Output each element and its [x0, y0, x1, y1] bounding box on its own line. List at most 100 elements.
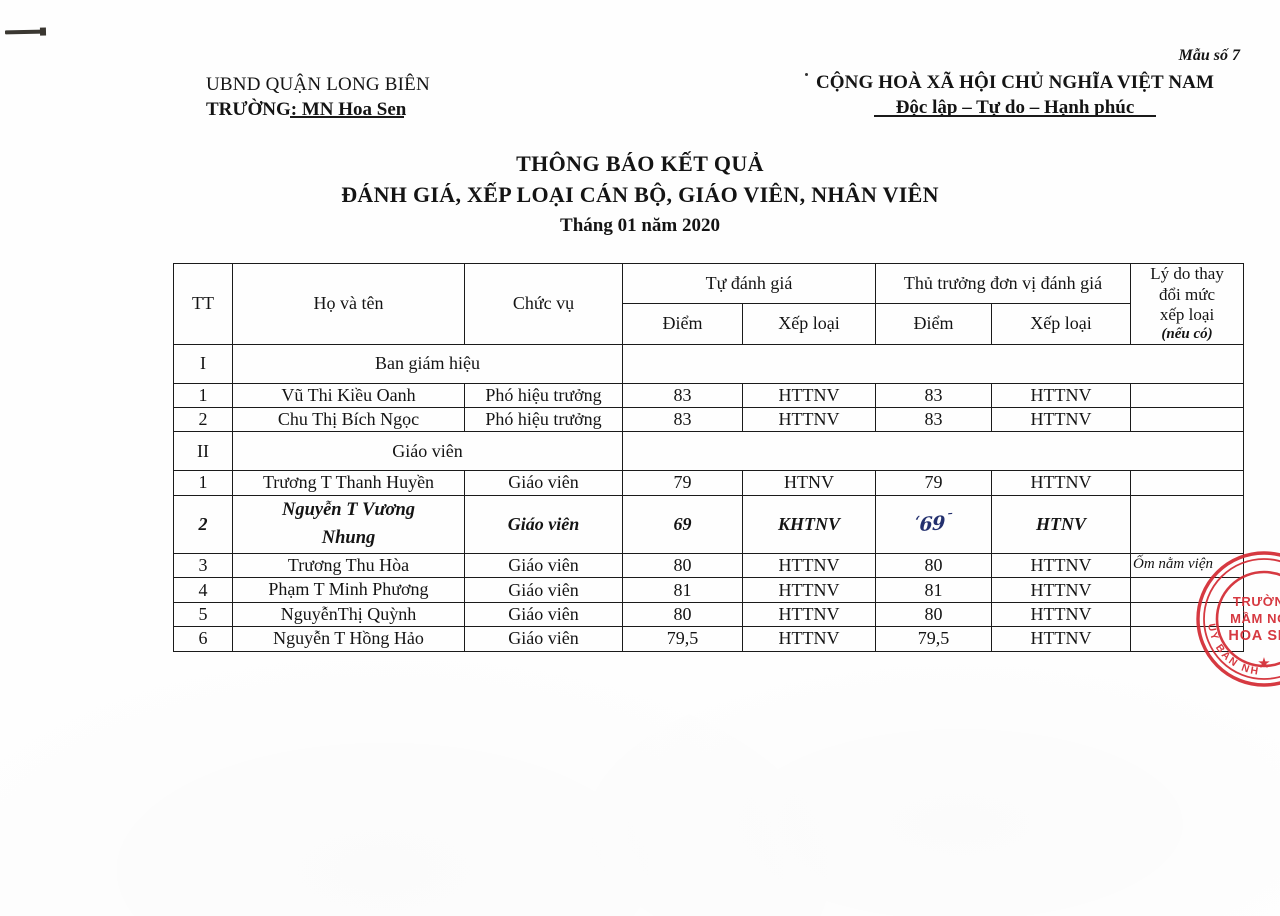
title-line1: THÔNG BÁO KẾT QUẢ	[516, 151, 764, 176]
row-person-name: Trương Thu Hòa	[232, 553, 465, 579]
row-self-score: 81	[622, 577, 743, 603]
section-numeral: II	[173, 431, 233, 472]
reason-line3: xếp loại	[1159, 305, 1215, 325]
col-header-self-evaluation: Tự đánh giá	[621, 262, 877, 305]
row-position: Giáo viên	[464, 553, 623, 579]
row-leader-score: 79,5	[875, 626, 993, 652]
row-self-score: 83	[622, 406, 743, 433]
row-position: Giáo viên	[464, 470, 623, 496]
row-index: 1	[173, 470, 233, 496]
section-empty-cell	[621, 431, 1245, 472]
row-person-name: Nguyễn T Vương Nhung	[232, 494, 465, 555]
row-leader-score: 83	[875, 406, 993, 433]
row-leader-score: 69	[875, 494, 993, 555]
row-self-rank: HTTNV	[741, 382, 877, 408]
table-header-row-2: Điểm Xếp loại Điểm Xếp loại	[174, 303, 1244, 345]
col-header-position: Chức vụ	[464, 263, 623, 345]
row-leader-rank: HTTNV	[991, 470, 1132, 496]
handwritten-score: 69	[915, 512, 953, 537]
row-self-rank: HTTNV	[741, 553, 877, 579]
row-leader-rank: HTTNV	[991, 382, 1132, 408]
document-title: THÔNG BÁO KẾT QUẢ ĐÁNH GIÁ, XẾP LOẠI CÁN…	[0, 150, 1280, 239]
row-leader-score: 79	[875, 470, 993, 496]
row-person-name: Nguyễn T Hồng Hảo	[232, 626, 465, 652]
table-row: 2 Chu Thị Bích Ngọc Phó hiệu trưởng 83 HTTNV…	[173, 406, 1245, 433]
row-leader-rank: HTTNV	[991, 601, 1132, 628]
col-header-leader-rank: Xếp loại	[991, 303, 1132, 345]
row-index: 5	[173, 601, 233, 628]
row-index: 6	[173, 626, 233, 652]
col-header-reason: Lý do thay đổi mức xếp loại (nếu có)	[1130, 263, 1245, 345]
row-person-name: NguyễnThị Quỳnh	[232, 601, 465, 628]
table-row: 1 Trương T Thanh Huyền Giáo viên 79 HTNV 79 HT…	[173, 470, 1245, 496]
col-header-leader-score: Điểm	[875, 303, 993, 345]
col-header-leader-evaluation: Thủ trưởng đơn vị đánh giá	[875, 262, 1132, 305]
row-reason	[1130, 601, 1245, 628]
row-self-rank: KHTNV	[741, 494, 877, 555]
evaluation-results-table: TT Họ và tên Chức vụ Tự đánh giá Thủ trư…	[173, 262, 1245, 652]
title-line2: ĐÁNH GIÁ, XẾP LOẠI CÁN BỘ, GIÁO VIÊN, NH…	[341, 181, 939, 207]
table-row: 3 Trương Thu Hòa Giáo viên 80 HTTNV 80 HTTNV	[173, 553, 1245, 579]
scan-artifact-mark	[4, 29, 44, 35]
svg-text:★: ★	[1257, 656, 1270, 672]
section-label: Giáo viên	[232, 431, 623, 472]
table-row: 5 NguyễnThị Quỳnh Giáo viên 80 HTTNV 80 HTTNV	[173, 601, 1245, 628]
reason-line2: đổi mức	[1159, 284, 1216, 304]
row-leader-rank: HTTNV	[991, 553, 1132, 579]
row-position: Phó hiệu trưởng	[464, 382, 623, 408]
row-reason	[1130, 494, 1245, 555]
row-reason	[1130, 470, 1245, 496]
section-label: Ban giám hiệu	[232, 343, 623, 384]
col-header-tt: TT	[173, 263, 233, 345]
handwritten-reason-note: Ốm nằm viện	[1133, 556, 1213, 572]
row-index: 3	[173, 553, 233, 579]
table-row: 6 Nguyễn T Hồng Hảo Giáo viên 79,5 HTTNV 79,5…	[173, 626, 1245, 652]
table-header-row-1: TT Họ và tên Chức vụ Tự đánh giá Thủ trư…	[173, 262, 1245, 345]
row-self-score: 69	[622, 494, 743, 555]
form-number: Mẫu số 7	[1178, 47, 1240, 64]
row-self-rank: HTTNV	[741, 406, 877, 433]
header-dot-artifact	[805, 73, 808, 76]
row-position: Giáo viên	[464, 494, 623, 555]
row-position: Phó hiệu trưởng	[464, 406, 623, 433]
row-index: 4	[173, 577, 233, 603]
row-self-rank: HTTNV	[741, 626, 877, 652]
row-position: Giáo viên	[464, 626, 623, 652]
header-org-underline	[290, 116, 404, 118]
row-self-score: 80	[622, 553, 743, 579]
section-numeral: I	[173, 343, 233, 384]
table-section-row: II Giáo viên	[173, 431, 1245, 472]
header-org-line2: TRƯỜNG: MN Hoa Sen	[206, 99, 407, 121]
row-leader-rank: HTTNV	[991, 577, 1132, 603]
title-period: Tháng 01 năm 2020	[560, 215, 720, 237]
row-self-rank: HTTNV	[741, 601, 877, 628]
row-person-name: Chu Thị Bích Ngọc	[232, 406, 465, 433]
row-self-rank: HTNV	[741, 470, 877, 496]
header-motto-underline	[874, 115, 1156, 117]
header-organization: UBND QUẬN LONG BIÊN TRƯỜNG: MN Hoa Sen	[206, 72, 430, 122]
row-leader-rank: HTTNV	[991, 626, 1132, 652]
row-position: Giáo viên	[464, 601, 623, 628]
header-country-name: CỘNG HOÀ XÃ HỘI CHỦ NGHĨA VIỆT NAM	[815, 72, 1215, 93]
section-empty-cell	[621, 343, 1245, 384]
row-person-name: Phạm T Minh Phương	[232, 577, 465, 603]
col-header-self-score: Điểm	[622, 303, 743, 345]
row-reason	[1130, 382, 1245, 408]
row-reason	[1130, 406, 1245, 433]
row-self-score: 79	[622, 470, 743, 496]
row-self-score: 79,5	[622, 626, 743, 652]
reason-line1: Lý do thay	[1150, 264, 1224, 283]
row-leader-rank: HTNV	[991, 494, 1132, 555]
row-leader-score: 81	[875, 577, 993, 603]
header-national-motto: CỘNG HOÀ XÃ HỘI CHỦ NGHĨA VIỆT NAM Độc l…	[780, 70, 1250, 121]
row-leader-rank: HTTNV	[991, 406, 1132, 433]
row-position: Giáo viên	[464, 577, 623, 603]
row-index: 1	[173, 382, 233, 408]
row-person-name: Trương T Thanh Huyền	[232, 470, 465, 496]
table-row: 1 Vũ Thi Kiều Oanh Phó hiệu trưởng 83 HTTNV 8…	[173, 382, 1245, 408]
row-leader-score: 83	[875, 382, 993, 408]
row-leader-score: 80	[875, 601, 993, 628]
reason-optional-note: (nếu có)	[1161, 326, 1213, 343]
